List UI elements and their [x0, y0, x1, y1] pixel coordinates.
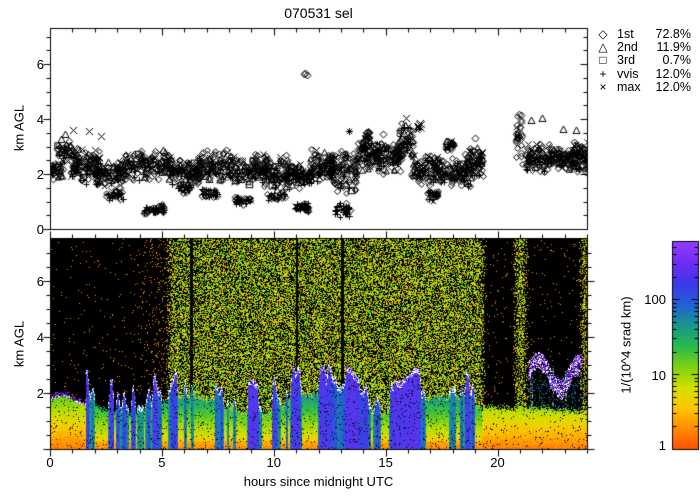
legend: ◇ 1st 72.8% △ 2nd 11.9% □ 3rd 0.7% + vvi…	[593, 26, 692, 95]
legend-item-2nd: △ 2nd 11.9%	[593, 40, 691, 55]
legend-item-1st: ◇ 1st 72.8%	[593, 26, 691, 41]
square-marker-icon: □	[599, 53, 607, 68]
y-tick-label-top: 2	[36, 167, 44, 182]
legend-pct: 12.0%	[655, 66, 691, 81]
x-tick-label: 0	[46, 455, 54, 470]
y-tick-label-top: 4	[36, 112, 44, 127]
y-tick-label-bottom: 2	[36, 386, 44, 401]
legend-pct: 12.0%	[655, 80, 691, 95]
colorbar-tick-10: 10	[651, 368, 666, 383]
legend-label: max	[617, 80, 641, 95]
y-tick-label-bottom: 6	[36, 274, 44, 289]
legend-item-max: × max 12.0%	[593, 80, 691, 95]
cross-marker-icon: ×	[599, 80, 607, 95]
legend-label: 1st	[617, 26, 634, 41]
legend-pct: 11.9%	[656, 40, 691, 55]
y-tick-label-top: 6	[36, 57, 44, 72]
x-tick-label: 15	[378, 455, 393, 470]
x-tick-label: 5	[158, 455, 166, 470]
diamond-marker-icon: ◇	[598, 26, 608, 41]
legend-item-vvis: + vvis 12.0%	[593, 66, 691, 81]
legend-label: 2nd	[617, 40, 638, 55]
plus-marker-icon: +	[599, 66, 607, 81]
x-tick-label: 20	[490, 455, 505, 470]
y-tick-label-top: 0	[36, 222, 44, 237]
colorbar-tick-100: 100	[644, 292, 666, 307]
x-axis-label: hours since midnight UTC	[243, 474, 394, 489]
figure-title: 070531 sel	[284, 5, 353, 21]
legend-label: 3rd	[617, 53, 636, 68]
triangle-marker-icon: △	[598, 40, 608, 55]
y-tick-label-bottom: 4	[36, 330, 44, 345]
legend-pct: 72.8%	[655, 26, 691, 41]
x-tick-label: 10	[266, 455, 281, 470]
colorbar-tick-1: 1	[658, 438, 666, 453]
legend-pct: 0.7%	[662, 53, 692, 68]
colorbar-label: 1/(10^4 srad km)	[618, 296, 634, 394]
legend-item-3rd: □ 3rd 0.7%	[593, 53, 692, 68]
legend-label: vvis	[617, 66, 639, 81]
